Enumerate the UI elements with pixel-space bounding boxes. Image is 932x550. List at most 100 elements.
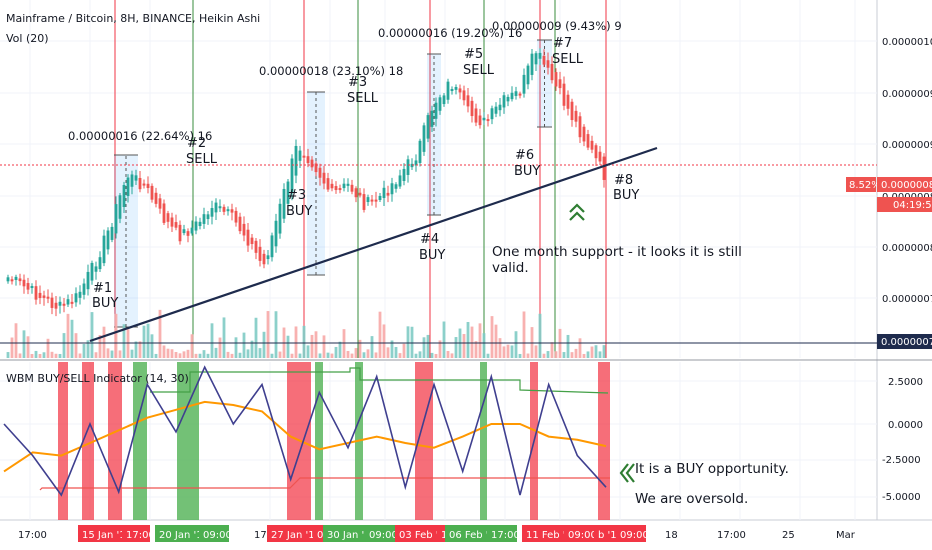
volume-bar [418, 351, 422, 358]
volume-bar [446, 351, 450, 358]
volume-bar [98, 335, 102, 358]
time-chip-red: 17:00 [126, 530, 155, 541]
volume-bar [314, 331, 318, 358]
volume-bar [374, 352, 378, 358]
time-tick: 25 [782, 530, 795, 541]
time-chip-red: 03 Feb '19 [399, 530, 451, 541]
candle [38, 292, 42, 299]
oscillator-line [3, 365, 607, 497]
volume-bar [442, 321, 446, 358]
candle [426, 115, 430, 139]
time-chip-green: 20 Jan '19 [159, 530, 209, 541]
signal-8-action: BUY [613, 188, 639, 203]
candle [194, 221, 198, 231]
candle [486, 119, 490, 122]
time-chip-red-bg [522, 525, 564, 542]
candle [566, 94, 570, 109]
candle [190, 227, 194, 234]
volume-bar [358, 339, 362, 358]
candle [158, 198, 162, 209]
volume-bar [570, 352, 574, 358]
candle [554, 72, 558, 87]
candle [50, 297, 54, 308]
time-axis[interactable]: 17:00 17: 18 17:00 25 Mar 15 Jan '1917:0… [18, 525, 856, 542]
candle [350, 184, 354, 192]
candle [118, 195, 122, 219]
volume-bar [362, 352, 366, 358]
time-chip-green: 09:00 [203, 530, 232, 541]
volume-bar [294, 326, 298, 358]
volume-bar [110, 350, 114, 358]
candle [198, 221, 202, 227]
candle [102, 235, 106, 264]
candle [314, 163, 318, 173]
volume-bar [254, 317, 258, 358]
candle [246, 229, 250, 246]
candle [254, 240, 258, 253]
signal-7-num: #7 [553, 36, 572, 51]
time-tick: 17:00 [717, 530, 746, 541]
candle [390, 183, 394, 195]
candle [586, 134, 590, 148]
candle [530, 53, 534, 75]
signal-8-num: #8 [614, 173, 633, 188]
volume-bar [190, 334, 194, 358]
signal-bands [114, 0, 607, 358]
volume-bar [106, 348, 110, 358]
volume-bar [490, 316, 494, 358]
volume-bar [462, 334, 466, 358]
time-chip-green-bg [365, 525, 395, 542]
volume-bar [118, 350, 122, 358]
volume-bar [326, 352, 330, 358]
candle [234, 210, 238, 223]
volume-bar [382, 324, 386, 358]
candle [542, 55, 546, 65]
candle [450, 89, 454, 92]
volume-bar [66, 313, 70, 358]
candle [478, 115, 482, 126]
volume-bar [598, 351, 602, 358]
volume-bar [350, 353, 354, 358]
time-chip-green: 09:00 [369, 530, 398, 541]
volume-bar [550, 342, 554, 358]
time-chip-red-bg [564, 525, 594, 542]
volume-bar [406, 326, 410, 358]
candle [298, 150, 302, 161]
volume-bar [546, 351, 550, 358]
signal-6-num: #6 [515, 148, 534, 163]
volume-bar [86, 340, 90, 358]
volume-bar [450, 353, 454, 358]
candle [318, 167, 322, 178]
candle [590, 140, 594, 150]
candle [522, 74, 526, 94]
indicator-title: WBM BUY/SELL Indicator (14, 30) [6, 372, 189, 385]
candle [378, 195, 382, 201]
time-chip-red: 09:00 [568, 530, 597, 541]
time-chip-green-bg [323, 525, 365, 542]
volume-bar [178, 353, 182, 358]
double-chevron-left-icon [619, 463, 635, 483]
candle [570, 101, 574, 121]
volume-bar [470, 326, 474, 358]
countdown-badge: 04:19:58 [893, 200, 932, 211]
time-chip-red-bg [395, 525, 437, 542]
volume-bar [246, 349, 250, 358]
candle [326, 178, 330, 190]
candle [210, 208, 214, 217]
volume-bar [142, 325, 146, 358]
osc-green-band [480, 362, 487, 520]
osc-red-band [108, 362, 122, 520]
volume-bar [582, 353, 586, 358]
price-axis[interactable]: 0.00000100 0.00000095 0.00000090 0.00000… [846, 37, 932, 503]
candle [142, 183, 146, 186]
candle [26, 283, 30, 290]
volume-bar [30, 353, 34, 358]
time-tick: Mar [836, 530, 856, 541]
volume-bar [250, 340, 254, 358]
osc-tick: 2.5000 [888, 377, 923, 388]
volume-bar [134, 341, 138, 358]
candle [130, 174, 134, 187]
volume-bar [266, 311, 270, 358]
time-chip-red-bg [122, 525, 150, 542]
